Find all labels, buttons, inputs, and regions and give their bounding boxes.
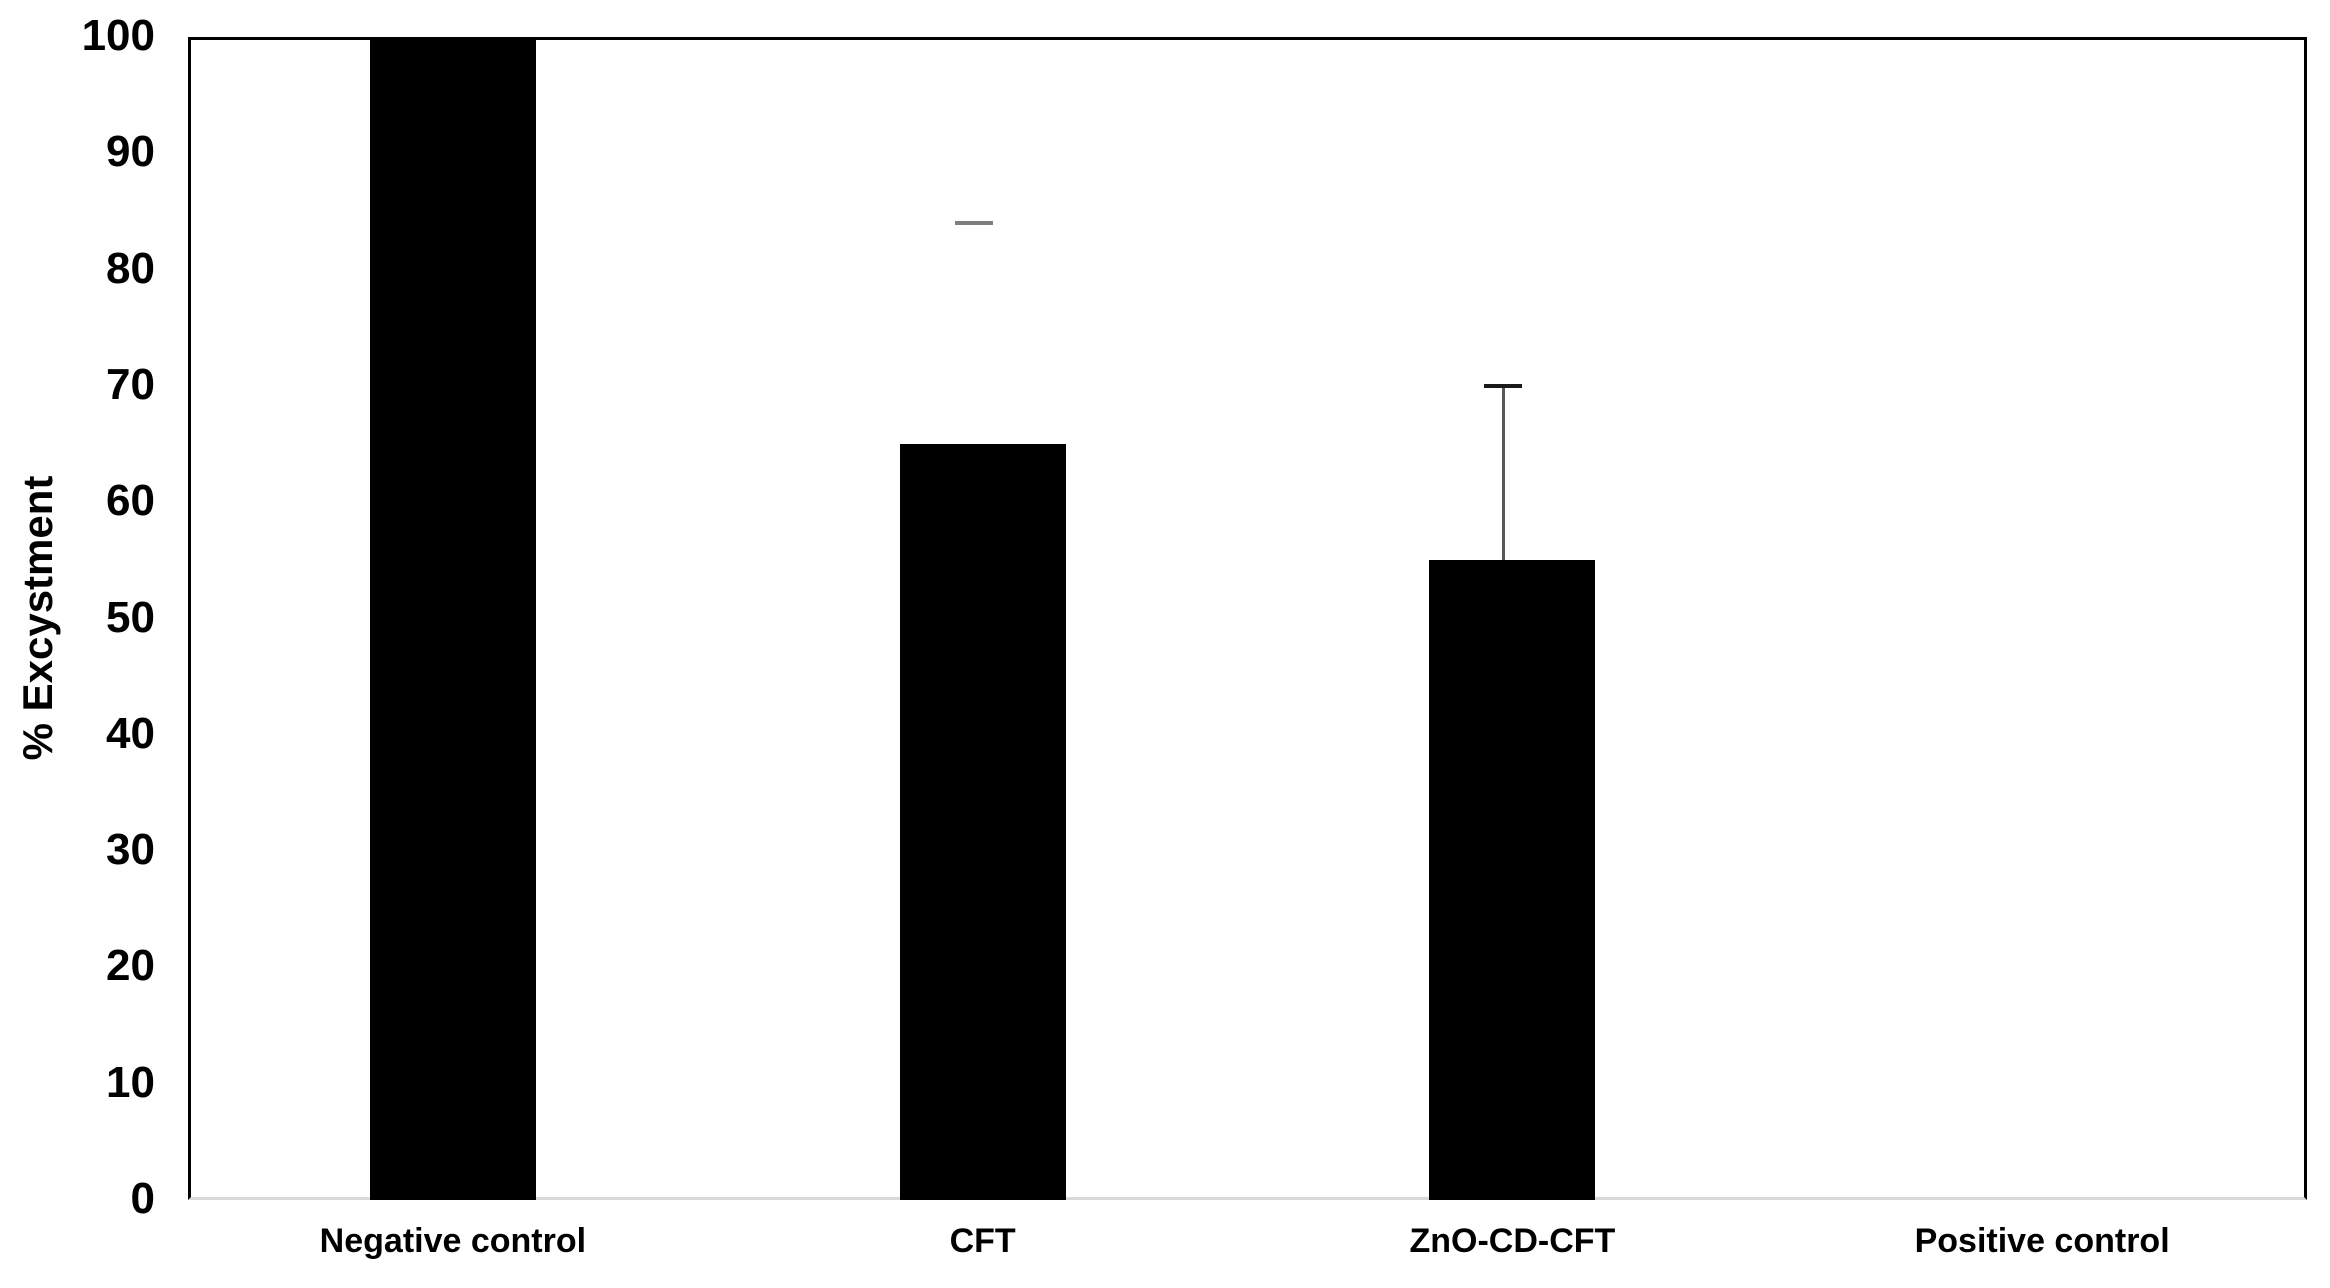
y-tick-label-70: 70 bbox=[106, 359, 155, 409]
x-category-label-negative-control: Negative control bbox=[319, 1222, 587, 1260]
y-tick-label-30: 30 bbox=[106, 825, 155, 875]
bar-cft bbox=[899, 444, 1066, 1200]
y-tick-label-0: 0 bbox=[130, 1174, 155, 1223]
x-category-label-zno-cd-cft: ZnO-CD-CFT bbox=[1409, 1222, 1616, 1260]
error-bar-cap-cft bbox=[954, 221, 993, 226]
y-tick-label-50: 50 bbox=[106, 592, 155, 642]
y-tick-label-10: 10 bbox=[106, 1057, 155, 1107]
y-tick-label-80: 80 bbox=[106, 243, 155, 293]
y-tick-label-100: 100 bbox=[81, 11, 155, 60]
bar-negative-control bbox=[369, 37, 536, 1200]
error-bar-line-zno-cd-cft bbox=[1501, 385, 1505, 561]
error-bar-cap-zno-cd-cft bbox=[1484, 383, 1523, 388]
y-tick-label-60: 60 bbox=[106, 476, 155, 526]
plot-area bbox=[188, 37, 2307, 1200]
bar-zno-cd-cft bbox=[1429, 560, 1596, 1200]
y-tick-label-90: 90 bbox=[106, 127, 155, 177]
x-category-label-cft: CFT bbox=[949, 1222, 1016, 1260]
y-tick-label-40: 40 bbox=[106, 708, 155, 758]
x-category-label-positive-control: Positive control bbox=[1914, 1222, 2170, 1260]
y-tick-label-20: 20 bbox=[106, 941, 155, 991]
